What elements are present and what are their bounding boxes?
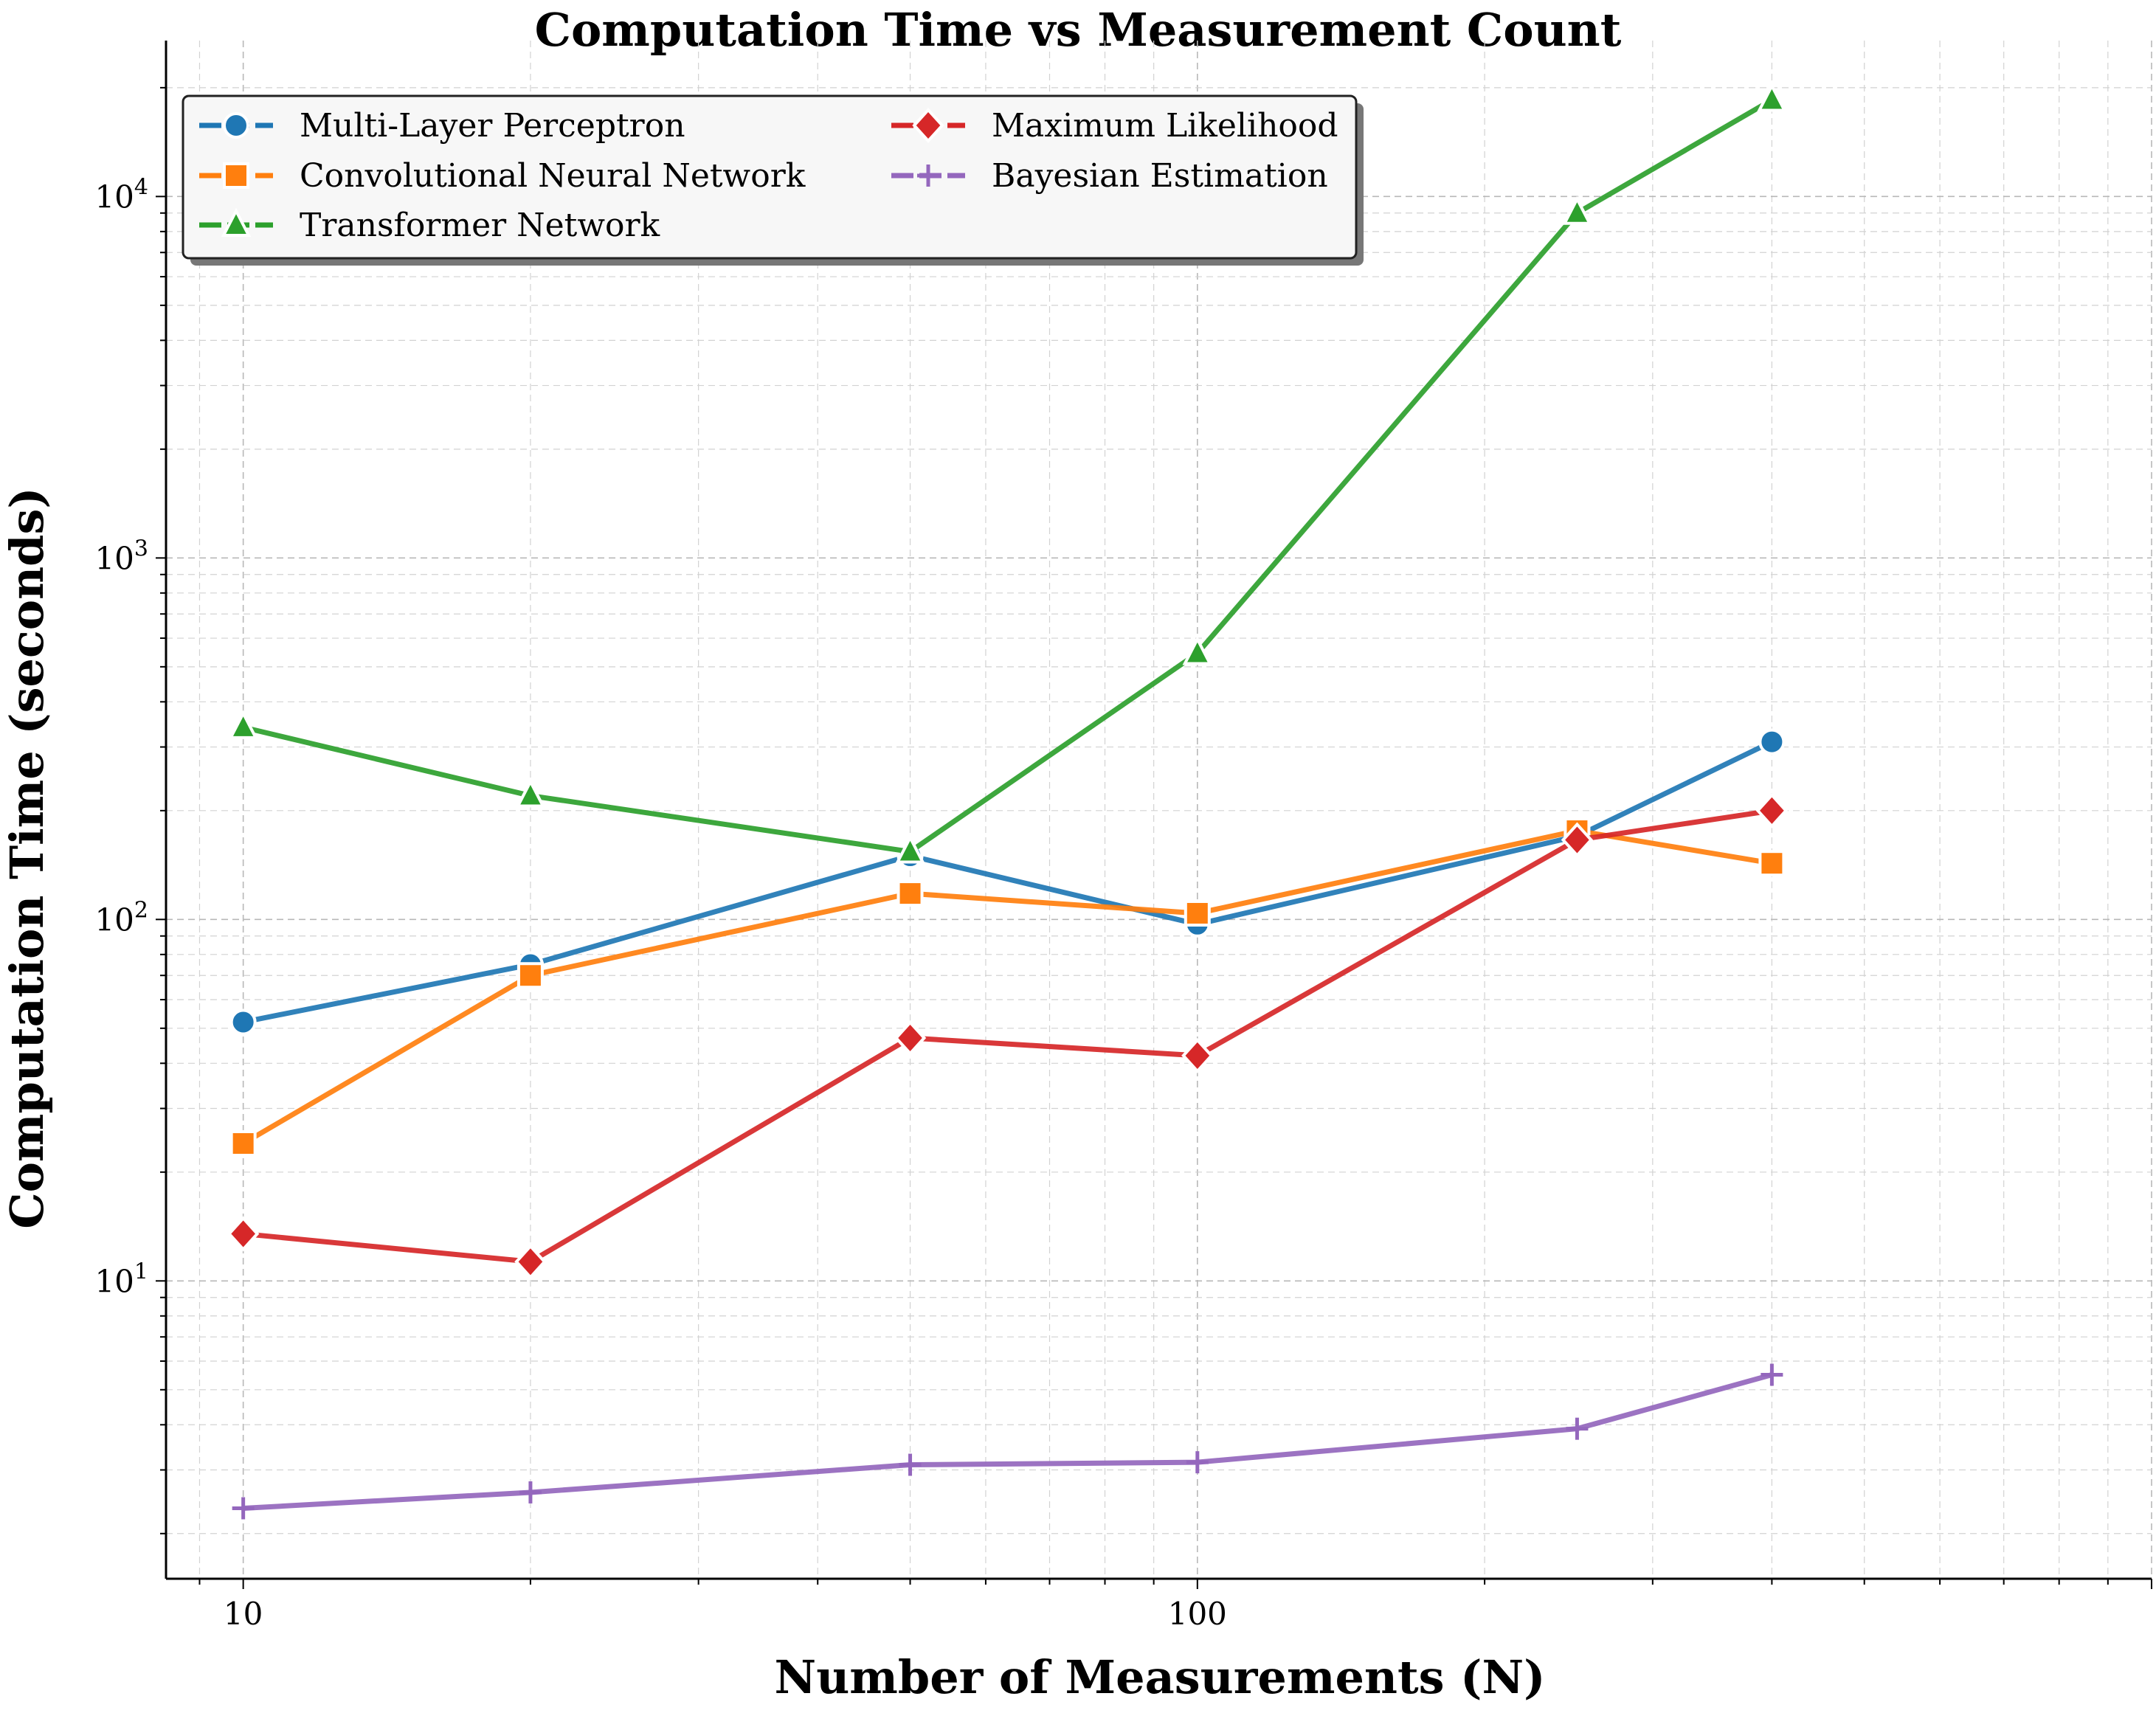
series-multi-layer-perceptron xyxy=(229,728,1786,1036)
data-point-convolutional-neural-network xyxy=(516,962,544,989)
data-point-multi-layer-perceptron xyxy=(1758,728,1786,755)
grid xyxy=(166,41,2152,1579)
data-point-maximum-likelihood xyxy=(1561,822,1594,858)
data-point-maximum-likelihood xyxy=(514,1244,547,1280)
legend-swatch-marker xyxy=(917,165,939,187)
y-tick-label: 104 xyxy=(94,174,148,215)
legend-box xyxy=(182,94,1358,260)
series-bayesian-estimation xyxy=(232,1363,1783,1520)
data-point-bayesian-estimation xyxy=(519,1481,542,1503)
series-maximum-likelihood xyxy=(227,792,1789,1280)
data-point-bayesian-estimation xyxy=(1566,1417,1589,1440)
y-tick-label: 103 xyxy=(94,536,148,576)
data-point-transformer-network xyxy=(515,778,546,808)
series-layer xyxy=(227,83,1789,1520)
data-point-multi-layer-perceptron xyxy=(229,1008,257,1036)
data-point-transformer-network xyxy=(895,834,925,864)
legend-item-maximum-likelihood: Maximum Likelihood xyxy=(891,107,1338,145)
series-line-maximum-likelihood xyxy=(241,808,1775,1264)
legend-label: Convolutional Neural Network xyxy=(300,157,806,195)
y-axis-label: Computation Time (seconds) xyxy=(0,487,54,1229)
data-point-bayesian-estimation xyxy=(232,1497,255,1520)
data-point-convolutional-neural-network xyxy=(896,880,924,907)
series-convolutional-neural-network xyxy=(229,817,1786,1157)
x-tick-label: 10 xyxy=(224,1596,263,1632)
data-point-maximum-likelihood xyxy=(894,1020,927,1056)
legend-label: Multi-Layer Perceptron xyxy=(300,107,685,145)
data-point-bayesian-estimation xyxy=(1761,1363,1783,1386)
series-transformer-network xyxy=(228,83,1787,864)
data-point-maximum-likelihood xyxy=(1181,1037,1214,1073)
chart-title: Computation Time vs Measurement Count xyxy=(535,3,1622,57)
legend-item-bayesian-estimation: Bayesian Estimation xyxy=(891,157,1328,195)
legend-swatch-marker xyxy=(912,108,944,143)
legend-item-convolutional-neural-network: Convolutional Neural Network xyxy=(199,157,806,195)
data-point-transformer-network xyxy=(1757,83,1787,112)
legend-label: Bayesian Estimation xyxy=(992,157,1328,195)
data-point-transformer-network xyxy=(228,710,258,739)
x-tick-label: 100 xyxy=(1168,1596,1227,1632)
data-point-transformer-network xyxy=(1562,195,1592,225)
legend-swatch-marker xyxy=(223,112,249,139)
legend-swatch-marker xyxy=(221,207,252,237)
data-point-bayesian-estimation xyxy=(1186,1451,1209,1474)
data-point-bayesian-estimation xyxy=(899,1453,922,1476)
axes: 10 100 101 102 103 104 xyxy=(94,41,2152,1632)
data-point-convolutional-neural-network xyxy=(229,1130,257,1157)
series-line-transformer-network xyxy=(241,97,1775,854)
x-axis-label: Number of Measurements (N) xyxy=(775,1650,1546,1704)
data-point-convolutional-neural-network xyxy=(1758,850,1786,877)
data-point-transformer-network xyxy=(1182,636,1213,665)
data-point-maximum-likelihood xyxy=(1755,792,1789,828)
data-point-maximum-likelihood xyxy=(227,1216,260,1252)
legend-item-multi-layer-perceptron: Multi-Layer Perceptron xyxy=(199,107,685,145)
y-tick-label: 102 xyxy=(94,897,148,938)
y-tick-label: 101 xyxy=(94,1259,148,1299)
legend-swatch-marker xyxy=(223,162,249,189)
legend-item-transformer-network: Transformer Network xyxy=(199,207,660,244)
data-point-convolutional-neural-network xyxy=(1184,899,1211,927)
series-line-bayesian-estimation xyxy=(241,1372,1775,1511)
legend-label: Maximum Likelihood xyxy=(992,107,1338,145)
legend: Multi-Layer Perceptron Convolutional Neur… xyxy=(182,94,1364,266)
series-line-multi-layer-perceptron xyxy=(241,739,1775,1025)
legend-label: Transformer Network xyxy=(300,207,660,244)
